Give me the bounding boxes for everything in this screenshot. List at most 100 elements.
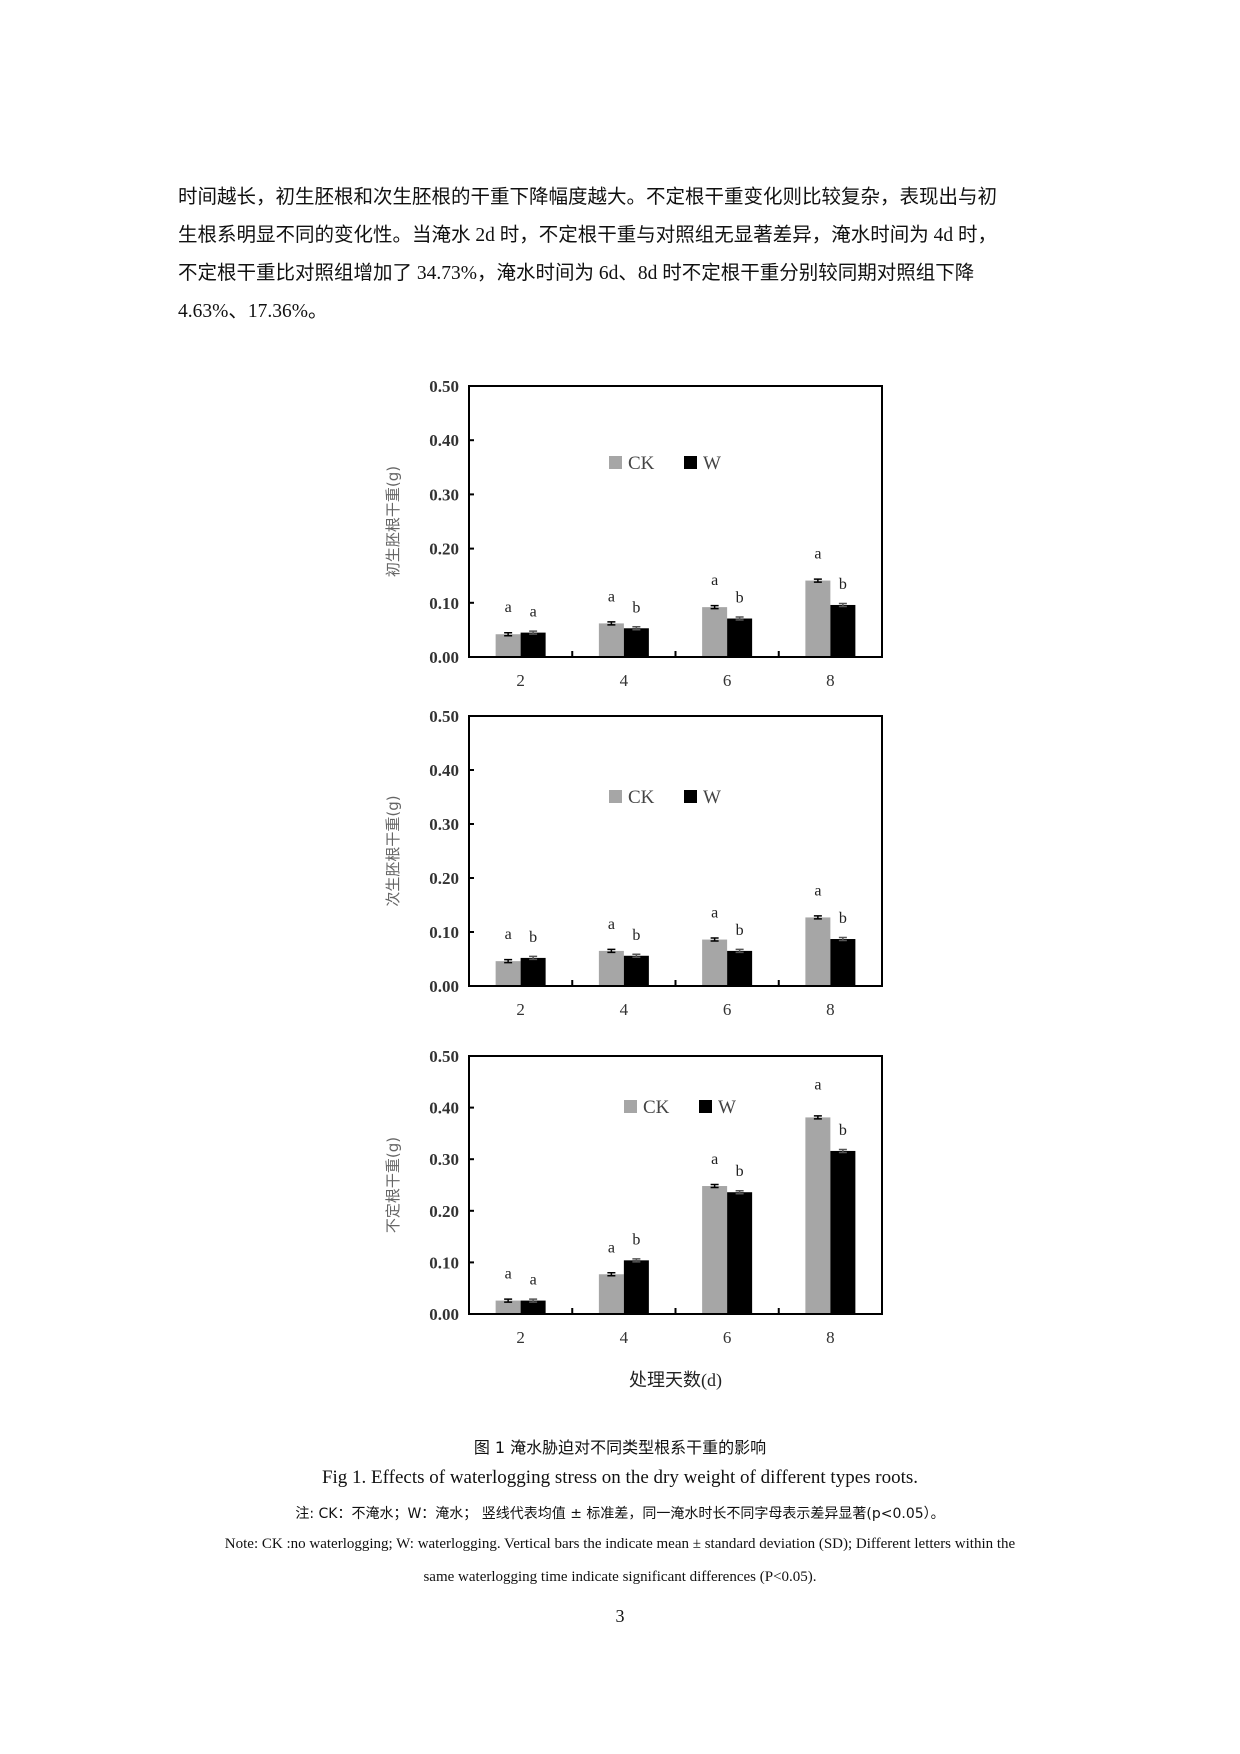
body-line: 生根系明显不同的变化性。当淹水 2d 时，不定根干重与对照组无显著差异，淹水时间… <box>178 225 998 246</box>
y-tick-label: 0.30 <box>429 485 459 504</box>
error-bar <box>710 604 719 610</box>
significance-letter: a <box>814 882 821 899</box>
y-axis-label: 次生胚根干重(g) <box>384 795 402 906</box>
significance-letter: a <box>505 599 512 616</box>
bar-ck <box>805 580 831 657</box>
y-axis-label: 不定根干重(g) <box>384 1137 402 1233</box>
bar-w <box>520 632 546 657</box>
bar-w <box>727 618 753 657</box>
y-tick-label: 0.20 <box>429 869 459 888</box>
legend-label-w: W <box>718 1097 736 1118</box>
error-bar <box>632 953 641 959</box>
bar-ck <box>495 1300 521 1314</box>
significance-letter: b <box>529 929 537 946</box>
bar-w <box>830 939 856 986</box>
body-line: 时间越长，初生胚根和次生胚根的干重下降幅度越大。不定根干重变化则比较复杂，表现出… <box>178 187 998 208</box>
significance-letter: a <box>814 546 821 563</box>
y-tick-label: 0.50 <box>429 1047 459 1066</box>
significance-letter: b <box>736 922 744 939</box>
x-tick-label: 8 <box>826 1328 835 1347</box>
significance-letter: a <box>711 905 718 922</box>
error-bar <box>504 631 513 637</box>
bar-w <box>623 628 649 657</box>
caption-note-en-1: Note: CK :no waterlogging; W: waterloggi… <box>224 1536 1016 1552</box>
y-tick-label: 0.30 <box>429 1150 459 1169</box>
x-tick-label: 4 <box>620 671 629 690</box>
error-bar <box>607 948 616 954</box>
caption-note-en-2: same waterlogging time indicate signific… <box>423 1569 817 1585</box>
error-bar <box>632 1258 641 1263</box>
bar-w <box>623 1260 649 1314</box>
y-tick-label: 0.40 <box>429 761 459 780</box>
bar-ck <box>598 950 624 986</box>
error-bar <box>735 616 744 621</box>
bar-w <box>520 957 546 986</box>
error-bar <box>504 1298 513 1303</box>
x-tick-label: 8 <box>826 671 835 690</box>
legend: CK W <box>609 453 721 474</box>
y-tick-label: 0.00 <box>429 648 459 667</box>
legend-swatch-ck <box>609 456 622 469</box>
significance-letter: a <box>814 1076 821 1093</box>
error-bar <box>529 1298 538 1303</box>
y-axis-label: 初生胚根干重(g) <box>384 466 402 577</box>
legend-swatch-ck <box>624 1100 637 1113</box>
error-bar <box>813 915 822 920</box>
error-bar <box>813 1115 822 1120</box>
y-tick-label: 0.00 <box>429 1305 459 1324</box>
bar-ck <box>702 607 728 657</box>
legend-label-w: W <box>703 787 721 808</box>
caption-note-cn: 注: CK：不淹水；W：淹水； 竖线代表均值 ± 标准差，同一淹水时长不同字母表… <box>295 1506 945 1522</box>
x-tick-label: 2 <box>516 1000 525 1019</box>
significance-letter: b <box>632 599 640 616</box>
bar-w <box>727 950 753 986</box>
legend-swatch-w <box>699 1100 712 1113</box>
body-line: 不定根干重比对照组增加了 34.73%，淹水时间为 6d、8d 时不定根干重分别… <box>178 263 975 284</box>
y-tick-label: 0.10 <box>429 923 459 942</box>
error-bar <box>529 630 538 635</box>
significance-letter: a <box>711 572 718 589</box>
bar-w <box>727 1192 753 1314</box>
legend-label-ck: CK <box>628 787 655 808</box>
significance-letter: a <box>505 926 512 943</box>
legend: CK W <box>609 787 721 808</box>
bar-ck <box>805 1117 831 1314</box>
bar-w <box>623 955 649 986</box>
significance-letter: b <box>736 1163 744 1180</box>
significance-letter: b <box>632 1231 640 1248</box>
error-bar <box>838 936 847 942</box>
bar-ck <box>495 634 521 657</box>
y-tick-label: 0.10 <box>429 1253 459 1272</box>
error-bar <box>710 1183 719 1189</box>
legend-swatch-w <box>684 456 697 469</box>
y-tick-label: 0.50 <box>429 377 459 396</box>
x-tick-label: 6 <box>723 671 732 690</box>
x-axis-label: 处理天数(d) <box>629 1370 722 1391</box>
x-tick-label: 8 <box>826 1000 835 1019</box>
x-tick-label: 2 <box>516 671 525 690</box>
error-bar <box>632 626 641 631</box>
legend-swatch-ck <box>609 790 622 803</box>
error-bar <box>607 1272 616 1277</box>
x-tick-label: 6 <box>723 1000 732 1019</box>
significance-letter: a <box>608 1239 615 1256</box>
error-bar <box>710 937 719 942</box>
y-tick-label: 0.40 <box>429 431 459 450</box>
error-bar <box>838 1148 847 1154</box>
error-bar <box>838 602 847 608</box>
legend-label-ck: CK <box>643 1097 670 1118</box>
y-tick-label: 0.20 <box>429 540 459 559</box>
significance-letter: b <box>839 1122 847 1139</box>
significance-letter: b <box>736 590 744 607</box>
legend: CK W <box>624 1097 736 1118</box>
y-tick-label: 0.20 <box>429 1202 459 1221</box>
legend-label-w: W <box>703 453 721 474</box>
error-bar <box>607 621 616 626</box>
x-tick-label: 4 <box>620 1000 629 1019</box>
significance-letter: b <box>632 927 640 944</box>
page-number: 3 <box>615 1606 625 1626</box>
x-tick-label: 4 <box>620 1328 629 1347</box>
significance-letter: a <box>711 1151 718 1168</box>
